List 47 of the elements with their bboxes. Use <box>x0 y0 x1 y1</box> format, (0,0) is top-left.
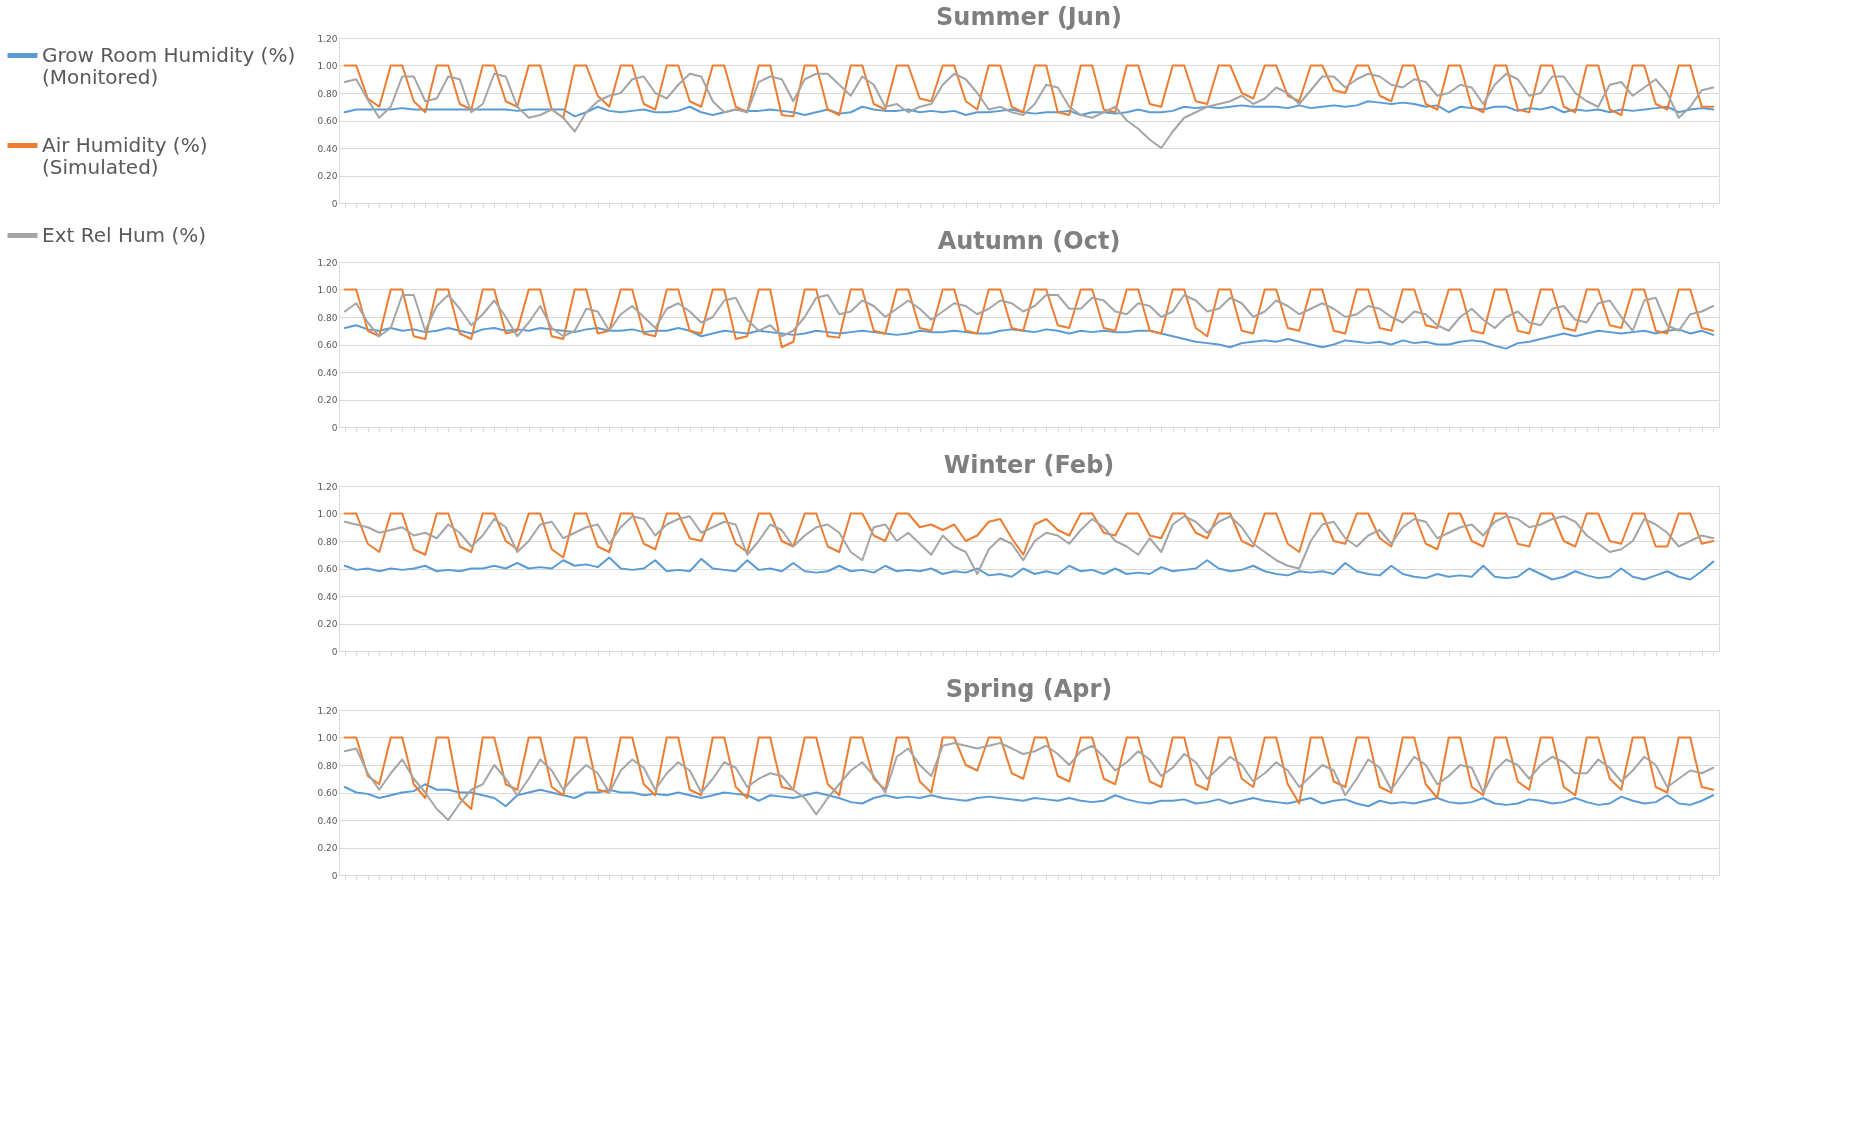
y-tick-label: 0.20 <box>317 619 338 629</box>
y-tick-label: 0 <box>331 870 338 881</box>
y-tick-label: 0.60 <box>317 564 338 574</box>
line-series <box>343 294 1715 338</box>
line-series <box>343 556 1715 581</box>
y-tick-label: 1.00 <box>317 733 338 743</box>
line-series <box>343 64 1715 119</box>
chart-title: Autumn (Oct) <box>937 227 1121 255</box>
y-tick-label: 0.80 <box>317 88 338 99</box>
y-tick-label: 1.00 <box>317 285 338 295</box>
y-tick-label: 1.20 <box>317 481 338 492</box>
line-series <box>343 515 1715 575</box>
y-tick-label: 0.60 <box>317 788 338 798</box>
y-tick-label: 0.80 <box>317 536 338 547</box>
y-tick-label: 0.60 <box>317 116 338 126</box>
y-tick-label: 0.80 <box>317 760 338 771</box>
y-tick-label: 1.00 <box>317 509 338 519</box>
chart-title: Winter (Feb) <box>943 451 1115 479</box>
y-tick-label: 1.20 <box>317 33 338 44</box>
y-tick-label: 0.40 <box>317 591 338 602</box>
y-tick-label: 1.00 <box>317 61 338 71</box>
y-tick-label: 0.40 <box>317 143 338 154</box>
line-series <box>343 324 1715 350</box>
y-tick-label: 0.20 <box>317 843 338 853</box>
line-series <box>343 783 1715 808</box>
y-tick-label: 0.20 <box>317 171 338 181</box>
y-tick-label: 0.20 <box>317 395 338 405</box>
legend-label: Grow Room Humidity (%) (Monitored) <box>42 42 296 89</box>
line-series <box>343 100 1715 118</box>
line-series <box>343 736 1715 810</box>
chart-title: Summer (Jun) <box>936 3 1122 31</box>
y-tick-label: 1.20 <box>317 705 338 716</box>
y-tick-label: 0 <box>331 422 338 433</box>
line-series <box>343 742 1715 821</box>
y-tick-label: 1.20 <box>317 257 338 268</box>
y-tick-label: 0.60 <box>317 340 338 350</box>
line-series <box>343 512 1715 559</box>
line-series <box>343 72 1715 149</box>
legend-label: Air Humidity (%) (Simulated) <box>42 132 208 179</box>
y-tick-label: 0.80 <box>317 312 338 323</box>
line-series <box>343 288 1715 349</box>
legend-label: Ext Rel Hum (%) <box>42 222 207 247</box>
y-tick-label: 0.40 <box>317 367 338 378</box>
y-tick-label: 0 <box>331 646 338 657</box>
y-tick-label: 0 <box>331 198 338 209</box>
chart-title: Spring (Apr) <box>945 675 1113 703</box>
y-tick-label: 0.40 <box>317 815 338 826</box>
